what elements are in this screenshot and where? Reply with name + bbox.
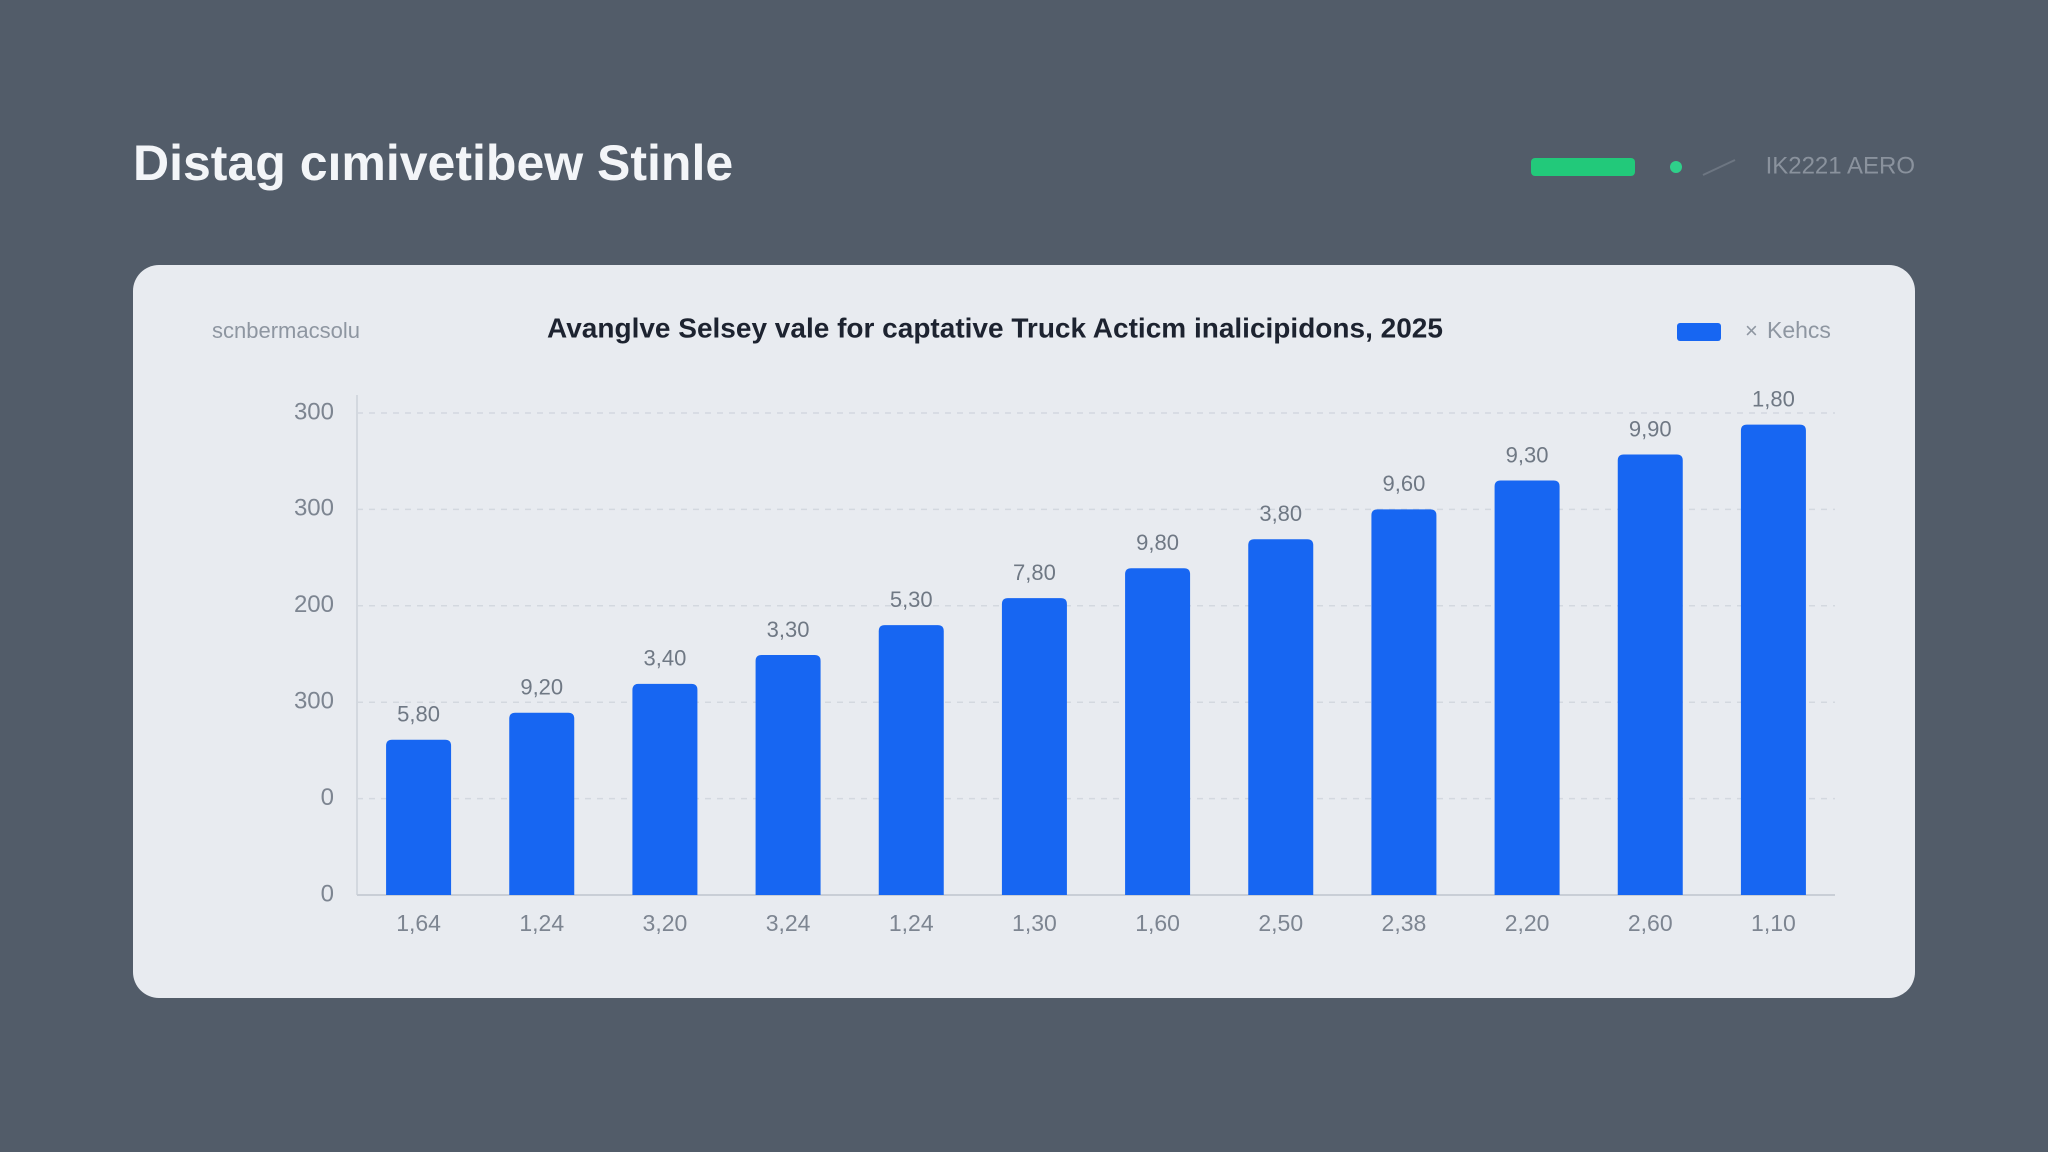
y-tick-label: 0 [321, 880, 334, 907]
value-label: 5,80 [397, 702, 440, 727]
x-tick-label: 1,64 [396, 910, 441, 936]
status-slash [1702, 159, 1736, 176]
bar [386, 739, 452, 895]
y-tick-label: 300 [294, 495, 334, 522]
bar [878, 625, 944, 895]
value-label: 3,30 [767, 617, 810, 642]
bar [1001, 598, 1067, 895]
x-tick-label: 1,24 [519, 910, 564, 936]
value-label: 7,80 [1013, 560, 1056, 585]
legend-swatch [1677, 323, 1721, 341]
y-tick-label: 300 [294, 398, 334, 425]
status-dot [1670, 161, 1682, 173]
page-title: Distag cımivetibew Stinle [133, 135, 733, 191]
bar [755, 654, 821, 895]
x-tick-label: 3,20 [643, 910, 688, 936]
x-tick-label: 1,60 [1135, 910, 1180, 936]
bar [1371, 509, 1437, 895]
bar [1740, 424, 1806, 895]
bar [509, 712, 575, 895]
value-label: 9,60 [1383, 471, 1426, 496]
bar [1125, 568, 1191, 895]
value-label: 9,30 [1506, 442, 1549, 467]
x-tick-label: 2,60 [1628, 910, 1673, 936]
x-tick-label: 1,24 [889, 910, 934, 936]
value-label: 1,80 [1752, 386, 1795, 411]
chart-title: Avanglve Selsey vale for captative Truck… [547, 312, 1443, 343]
legend-label: Kehcs [1767, 317, 1831, 343]
x-tick-label: 2,38 [1382, 910, 1427, 936]
bar [1494, 480, 1560, 895]
value-label: 9,20 [520, 675, 563, 700]
value-label: 3,40 [644, 646, 687, 671]
card-label: scnbermacsolu [212, 318, 360, 343]
bar [1248, 539, 1314, 895]
value-label: 9,80 [1136, 530, 1179, 555]
x-tick-label: 1,30 [1012, 910, 1057, 936]
legend-icon: × [1745, 318, 1758, 343]
y-tick-label: 300 [294, 688, 334, 715]
x-tick-label: 1,10 [1751, 910, 1796, 936]
y-tick-label: 200 [294, 591, 334, 618]
status-text: IK2221 AERO [1766, 152, 1915, 179]
x-tick-label: 3,24 [766, 910, 811, 936]
x-tick-label: 2,50 [1258, 910, 1303, 936]
bar [1617, 454, 1683, 895]
x-tick-label: 2,20 [1505, 910, 1550, 936]
value-label: 9,90 [1629, 416, 1672, 441]
value-label: 3,80 [1259, 501, 1302, 526]
y-tick-label: 0 [321, 784, 334, 811]
bar [632, 683, 698, 895]
status-bar [1531, 158, 1635, 176]
value-label: 5,30 [890, 587, 933, 612]
